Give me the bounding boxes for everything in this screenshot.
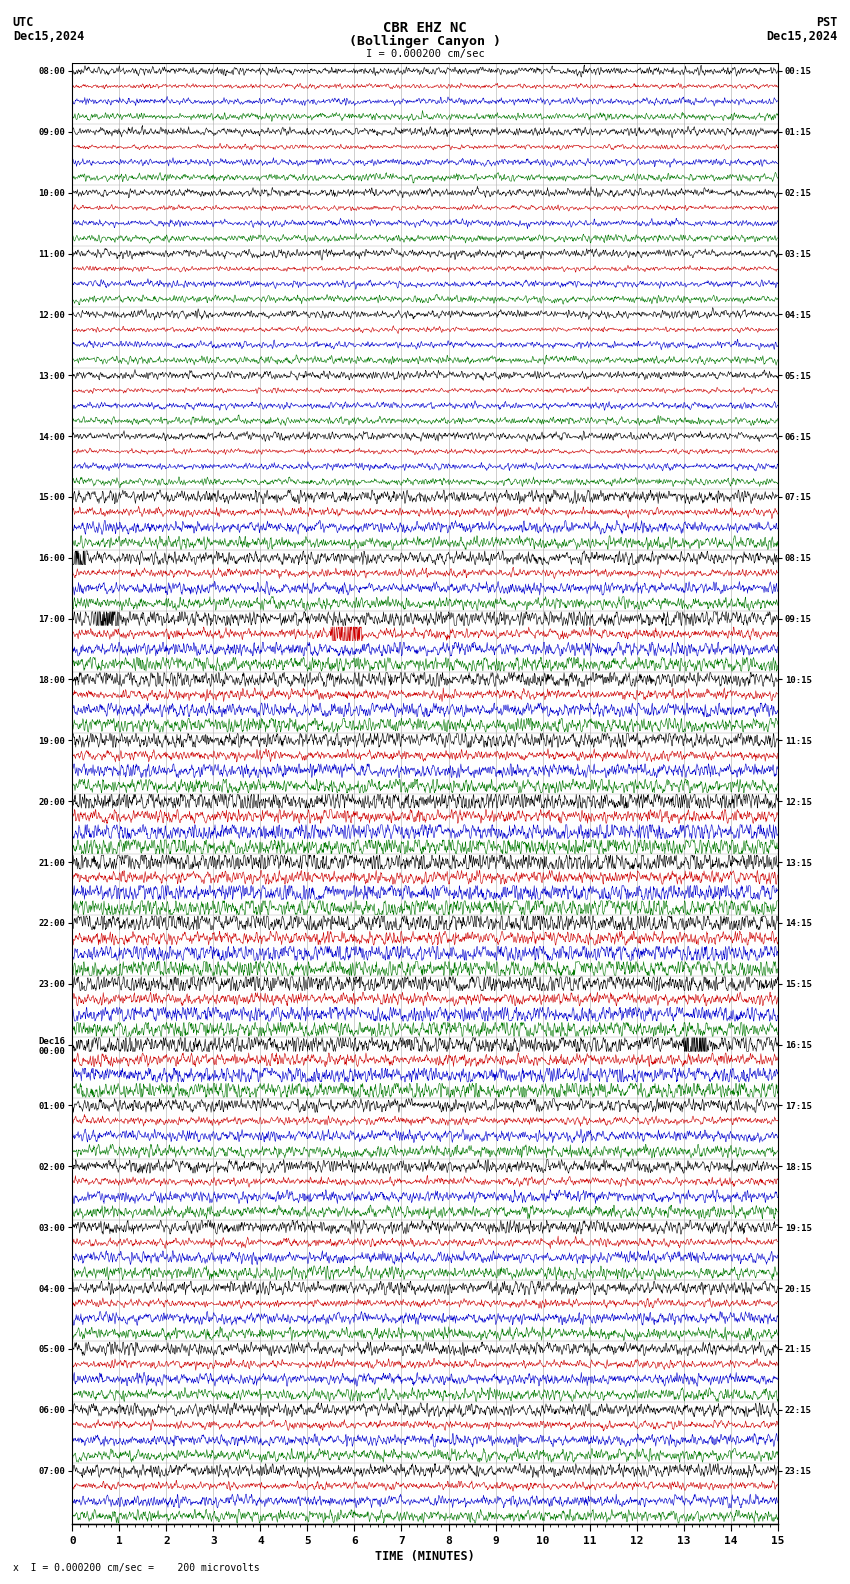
- X-axis label: TIME (MINUTES): TIME (MINUTES): [375, 1549, 475, 1563]
- Text: UTC: UTC: [13, 16, 34, 29]
- Text: PST: PST: [816, 16, 837, 29]
- Text: (Bollinger Canyon ): (Bollinger Canyon ): [349, 35, 501, 48]
- Text: I = 0.000200 cm/sec: I = 0.000200 cm/sec: [366, 49, 484, 59]
- Text: Dec15,2024: Dec15,2024: [13, 30, 84, 43]
- Text: CBR EHZ NC: CBR EHZ NC: [383, 21, 467, 35]
- Text: x  I = 0.000200 cm/sec =    200 microvolts: x I = 0.000200 cm/sec = 200 microvolts: [13, 1563, 259, 1573]
- Text: Dec15,2024: Dec15,2024: [766, 30, 837, 43]
